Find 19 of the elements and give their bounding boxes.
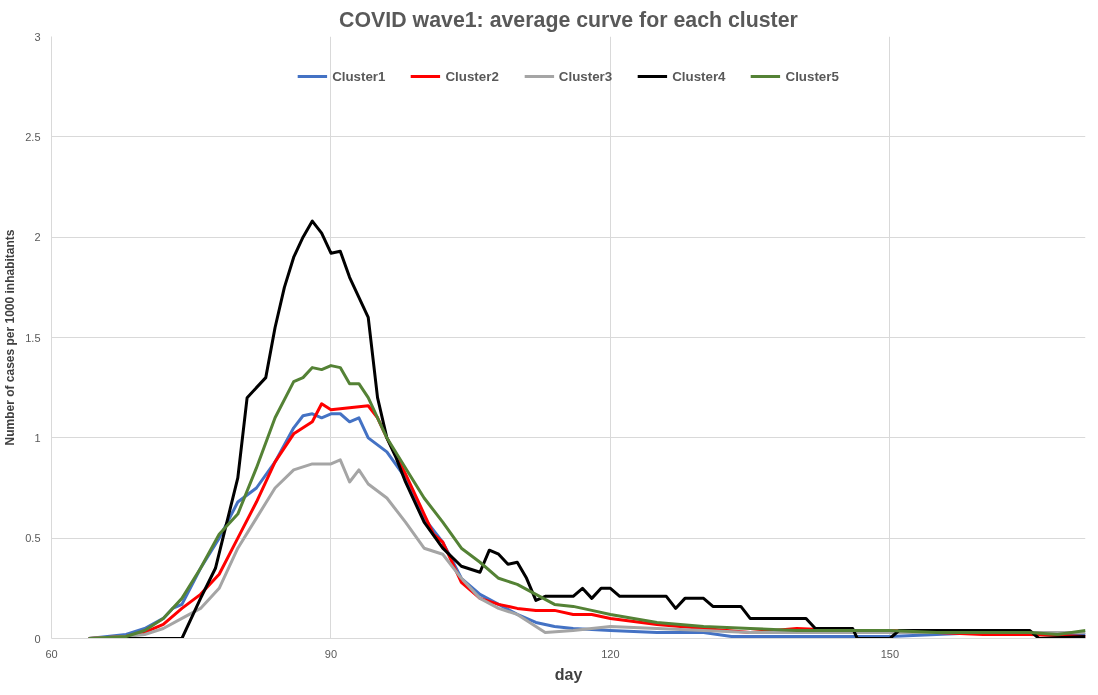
x-tick-label: 120 [601,647,620,660]
x-tick-label: 60 [45,647,58,660]
x-tick-label: 90 [324,647,338,660]
x-tick-label: 150 [880,647,900,660]
legend-label: Cluster5 [785,68,839,84]
chart-title: COVID wave1: average curve for each cluster [339,7,798,32]
y-tick-label: 2 [34,231,41,244]
y-tick-label: 1 [34,431,41,444]
legend-label: Cluster1 [332,68,386,84]
y-tick-label: 0 [34,632,41,645]
y-tick-label: 0.5 [25,532,41,545]
y-tick-label: 3 [34,30,41,43]
y-tick-label: 2.5 [25,130,41,143]
x-axis-title: day [554,665,583,683]
y-tick-label: 1.5 [25,331,41,344]
legend-label: Cluster2 [445,68,499,84]
legend-label: Cluster3 [558,68,613,84]
legend-label: Cluster4 [672,68,726,84]
y-axis-title: Number of cases per 1000 inhabitants [3,229,18,446]
